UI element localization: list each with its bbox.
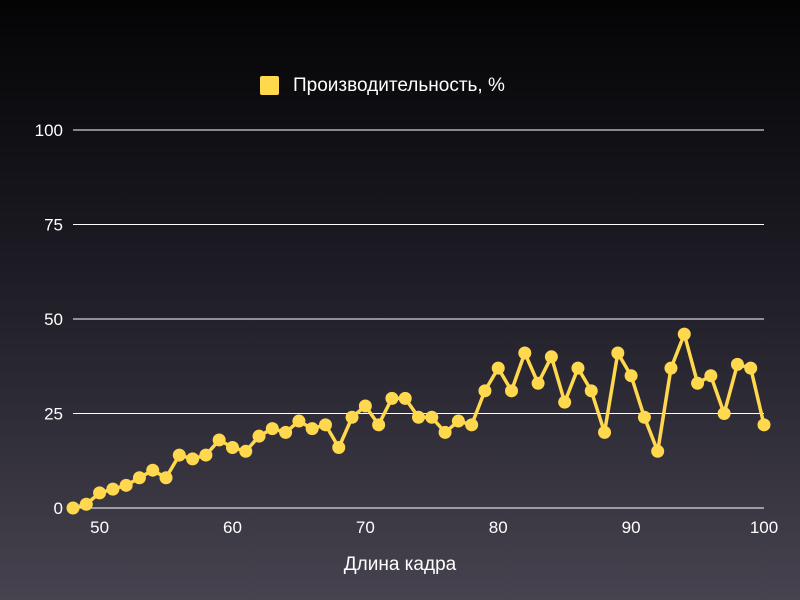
- data-point: [544, 350, 558, 364]
- legend-swatch: [260, 76, 279, 95]
- data-point: [704, 369, 718, 383]
- x-tick-label: 80: [489, 518, 508, 537]
- data-point: [730, 357, 744, 371]
- data-point: [279, 425, 293, 439]
- data-point: [584, 384, 598, 398]
- data-point: [332, 441, 346, 455]
- data-point: [199, 448, 213, 462]
- data-point: [558, 395, 572, 409]
- y-tick-label: 0: [54, 499, 63, 518]
- data-point: [159, 471, 173, 485]
- data-point: [146, 463, 160, 477]
- data-point: [385, 391, 399, 405]
- x-tick-label: 90: [622, 518, 641, 537]
- data-point: [438, 425, 452, 439]
- data-point: [505, 384, 519, 398]
- data-point: [478, 384, 492, 398]
- data-point: [744, 361, 758, 375]
- y-tick-label: 100: [35, 121, 63, 140]
- data-point: [651, 444, 665, 458]
- data-point: [425, 410, 439, 424]
- data-point: [598, 425, 612, 439]
- data-point: [119, 478, 133, 492]
- data-point: [318, 418, 332, 432]
- data-point: [265, 422, 279, 436]
- y-tick-label: 75: [44, 216, 63, 235]
- y-tick-label: 50: [44, 310, 63, 329]
- data-point: [93, 486, 107, 500]
- legend: Производительность, %: [260, 75, 505, 96]
- x-tick-label: 70: [356, 518, 375, 537]
- data-point: [252, 429, 266, 443]
- x-tick-label: 60: [223, 518, 242, 537]
- data-point: [664, 361, 678, 375]
- legend-label: Производительность, %: [293, 75, 505, 96]
- data-point: [79, 497, 93, 511]
- x-axis-title: Длина кадра: [344, 554, 457, 575]
- data-point: [691, 376, 705, 390]
- data-point: [717, 407, 731, 420]
- data-point: [491, 361, 505, 375]
- data-point: [531, 376, 545, 390]
- data-point: [358, 399, 372, 413]
- y-axis-tick-labels: 0 25 50 75 100: [35, 121, 63, 518]
- data-point: [305, 422, 319, 436]
- data-point: [132, 471, 146, 485]
- data-point: [677, 327, 691, 341]
- data-point: [239, 444, 253, 458]
- data-point: [398, 391, 412, 405]
- data-point: [372, 418, 386, 432]
- data-point: [106, 482, 120, 496]
- data-point: [518, 346, 532, 360]
- y-tick-label: 25: [44, 405, 63, 424]
- data-point: [212, 433, 226, 447]
- data-point: [624, 369, 638, 383]
- x-axis-tick-labels: 50 60 70 80 90 100: [90, 518, 778, 537]
- data-point: [611, 346, 625, 360]
- data-point: [757, 418, 771, 432]
- data-point: [571, 361, 585, 375]
- series-layer: [66, 327, 771, 515]
- data-point: [186, 452, 200, 466]
- data-point: [66, 501, 80, 515]
- data-point: [292, 414, 306, 428]
- data-point: [465, 418, 479, 432]
- data-point: [637, 410, 651, 424]
- data-point: [451, 414, 465, 428]
- x-tick-label: 50: [90, 518, 109, 537]
- data-point: [225, 441, 239, 455]
- data-point: [345, 410, 359, 424]
- x-tick-label: 100: [750, 518, 778, 537]
- data-point: [172, 448, 186, 462]
- data-point: [412, 410, 425, 424]
